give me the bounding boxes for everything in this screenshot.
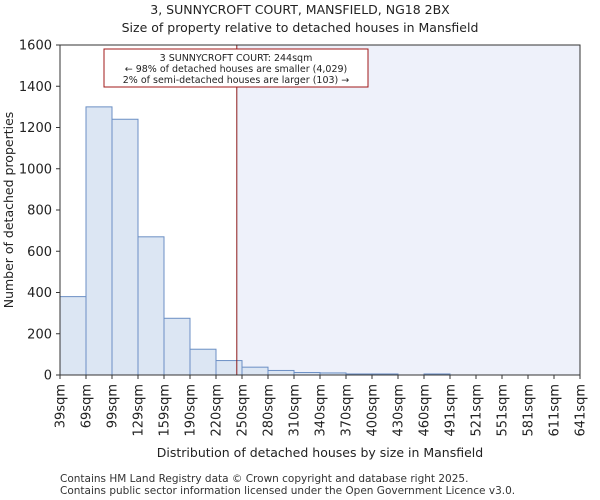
footer-licence: Contains public sector information licen… (60, 485, 516, 497)
bar-129sqm (137, 236, 165, 376)
y-tick-label-1200: 1200 (19, 121, 52, 136)
x-tick-label-641sqm: 641sqm (574, 384, 589, 437)
x-tick-label-491sqm: 491sqm (444, 384, 459, 437)
y-tick-label-1400: 1400 (19, 80, 52, 95)
bar-190sqm (189, 348, 217, 376)
x-tick-label-551sqm: 551sqm (496, 384, 511, 437)
bar-159sqm (163, 317, 191, 376)
y-axis-title: Number of detached properties (1, 112, 16, 309)
y-tick-label-400: 400 (27, 286, 52, 301)
x-tick-label-460sqm: 460sqm (418, 384, 433, 437)
x-tick-label-99sqm: 99sqm (106, 384, 121, 428)
y-tick-label-800: 800 (27, 204, 52, 219)
y-tick-label-1000: 1000 (19, 162, 52, 177)
x-tick-label-310sqm: 310sqm (288, 384, 303, 437)
x-tick-label-340sqm: 340sqm (314, 384, 329, 437)
x-tick-label-581sqm: 581sqm (522, 384, 537, 437)
annotation-smaller: ← 98% of detached houses are smaller (4,… (125, 64, 348, 75)
bar-220sqm (215, 360, 243, 376)
x-tick-label-430sqm: 430sqm (392, 384, 407, 437)
x-tick-label-159sqm: 159sqm (158, 384, 173, 437)
bar-99sqm (111, 118, 139, 376)
annotation-title: 3 SUNNYCROFT COURT: 244sqm (160, 53, 313, 64)
x-axis-title: Distribution of detached houses by size … (157, 445, 483, 460)
x-tick-label-521sqm: 521sqm (470, 384, 485, 437)
x-tick-label-220sqm: 220sqm (210, 384, 225, 437)
bar-69sqm (85, 106, 113, 376)
annotation-box (103, 48, 369, 88)
page-title: 3, SUNNYCROFT COURT, MANSFIELD, NG18 2BX (150, 2, 450, 17)
annotation-larger: 2% of semi-detached houses are larger (1… (123, 75, 350, 86)
x-tick-label-400sqm: 400sqm (366, 384, 381, 437)
x-tick-label-69sqm: 69sqm (80, 384, 95, 428)
x-tick-label-129sqm: 129sqm (132, 384, 147, 437)
y-tick-label-600: 600 (27, 245, 52, 260)
x-tick-label-370sqm: 370sqm (340, 384, 355, 437)
x-tick-label-250sqm: 250sqm (236, 384, 251, 437)
bar-250sqm (241, 366, 269, 376)
bar-39sqm (59, 296, 87, 376)
y-tick-label-200: 200 (27, 327, 52, 342)
x-tick-label-611sqm: 611sqm (548, 384, 563, 437)
x-tick-label-280sqm: 280sqm (262, 384, 277, 437)
footer-copyright: Contains HM Land Registry data © Crown c… (60, 473, 469, 485)
y-tick-label-0: 0 (44, 369, 52, 384)
x-tick-label-39sqm: 39sqm (54, 384, 69, 428)
bar-280sqm (267, 369, 295, 376)
x-tick-label-190sqm: 190sqm (184, 384, 199, 437)
y-tick-label-1600: 1600 (19, 39, 52, 54)
larger-region-shade (236, 45, 581, 375)
chart-title: Size of property relative to detached ho… (121, 20, 479, 35)
